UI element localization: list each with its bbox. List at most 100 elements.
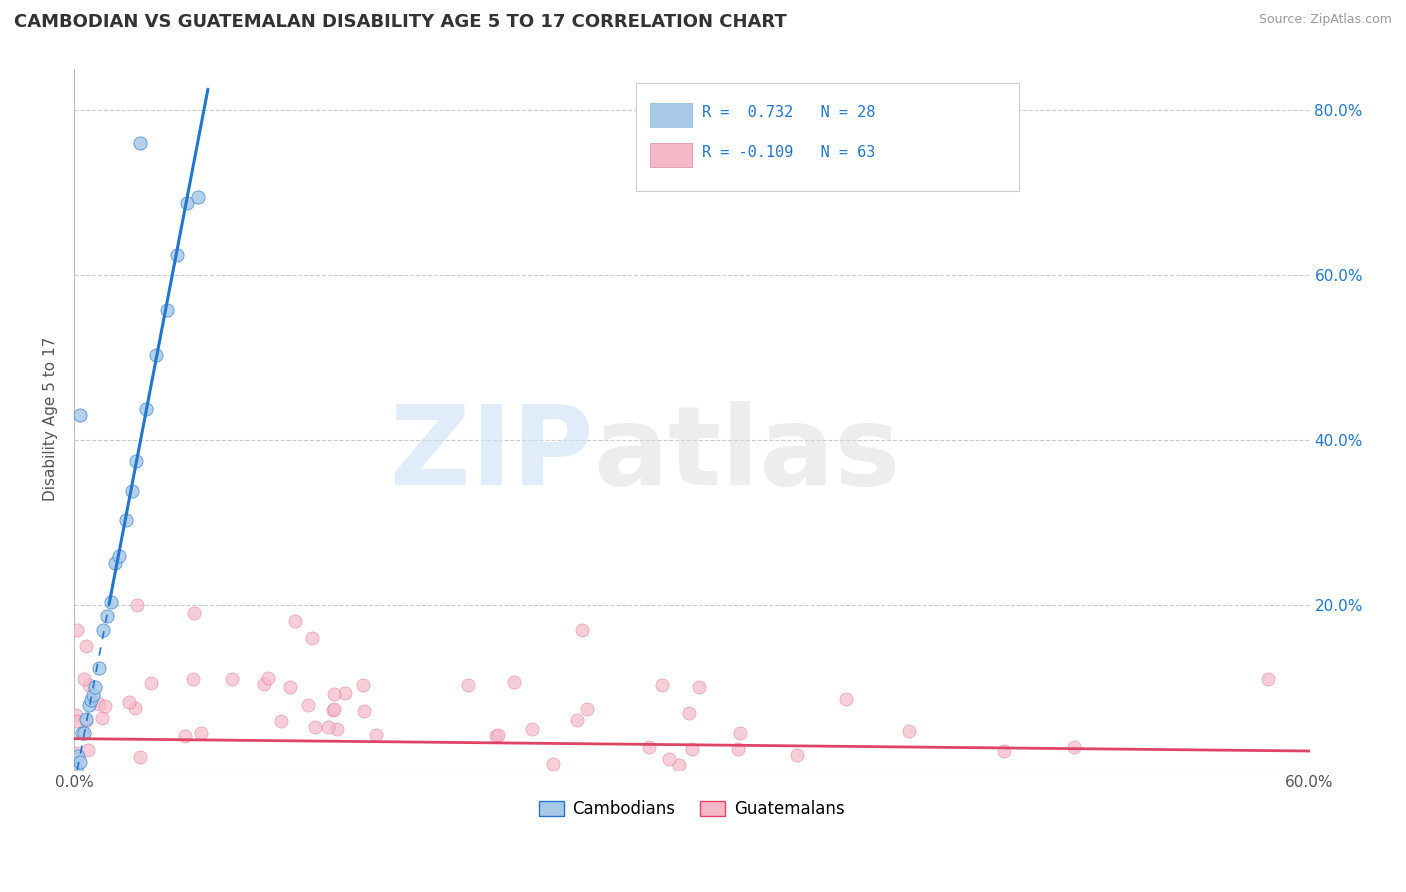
Point (129, 750, 152, 764)
Point (835, 691, 858, 706)
Y-axis label: Disability Age 5 to 17: Disability Age 5 to 17 (44, 337, 58, 501)
Point (75, 639, 97, 653)
FancyBboxPatch shape (650, 143, 692, 167)
Text: R =  0.732   N = 28: R = 0.732 N = 28 (702, 105, 875, 120)
Point (156, 302, 179, 317)
Point (576, 702, 599, 716)
Point (121, 484, 143, 499)
Point (83, 680, 105, 694)
Text: R = -0.109   N = 63: R = -0.109 N = 63 (702, 145, 875, 161)
Point (651, 678, 673, 692)
Point (1257, 672, 1279, 686)
Point (93, 698, 115, 713)
Point (176, 195, 198, 210)
Point (77, 742, 100, 756)
Point (522, 722, 544, 736)
Point (89, 697, 111, 711)
FancyBboxPatch shape (636, 83, 1019, 191)
Point (65, 708, 87, 723)
Point (72, 726, 94, 740)
Point (73, 726, 96, 740)
Point (221, 672, 243, 686)
Point (688, 680, 710, 694)
Point (91, 624, 114, 638)
Point (79, 693, 101, 707)
Point (727, 742, 749, 756)
Point (114, 513, 136, 527)
Point (65, 762, 87, 776)
Point (69, 408, 91, 422)
Point (139, 676, 162, 690)
Point (897, 724, 920, 739)
Point (728, 726, 751, 740)
Point (73, 673, 96, 687)
Point (304, 720, 326, 734)
Point (90, 711, 112, 725)
Point (108, 549, 131, 563)
Point (297, 698, 319, 713)
Point (486, 728, 509, 742)
Point (104, 556, 127, 570)
Point (326, 722, 349, 736)
Point (77, 698, 100, 712)
Point (253, 676, 276, 690)
Point (322, 702, 344, 716)
Text: atlas: atlas (593, 401, 900, 508)
Point (87, 661, 110, 675)
Text: ZIP: ZIP (389, 401, 593, 508)
Point (183, 606, 205, 620)
Point (129, 136, 152, 150)
Point (333, 685, 356, 699)
Point (270, 714, 292, 729)
Point (125, 598, 148, 612)
Point (571, 623, 593, 637)
Point (190, 726, 212, 740)
Point (75, 714, 97, 728)
Point (658, 752, 681, 766)
Point (316, 720, 339, 734)
Legend: Cambodians, Guatemalans: Cambodians, Guatemalans (533, 794, 851, 825)
Point (457, 678, 479, 692)
Point (145, 348, 167, 362)
Point (786, 747, 808, 762)
Point (135, 402, 157, 417)
Point (124, 701, 146, 715)
Point (125, 454, 148, 468)
Point (278, 680, 301, 694)
Text: CAMBODIAN VS GUATEMALAN DISABILITY AGE 5 TO 17 CORRELATION CHART: CAMBODIAN VS GUATEMALAN DISABILITY AGE 5… (14, 13, 787, 31)
Point (256, 671, 278, 685)
Point (1063, 740, 1085, 755)
Point (100, 595, 122, 609)
Point (166, 248, 188, 262)
Point (353, 704, 375, 718)
Point (174, 730, 197, 744)
Point (364, 728, 387, 742)
Point (96, 609, 118, 624)
Point (65, 746, 87, 760)
Point (118, 695, 141, 709)
Point (82, 688, 104, 702)
Point (485, 729, 508, 743)
Point (67, 748, 90, 763)
Point (283, 615, 305, 629)
Point (301, 631, 323, 645)
Point (77, 678, 100, 692)
Point (638, 739, 661, 754)
Point (668, 758, 690, 772)
Point (65, 714, 87, 728)
Point (323, 687, 346, 701)
Point (181, 672, 204, 686)
Point (541, 756, 564, 771)
Text: Source: ZipAtlas.com: Source: ZipAtlas.com (1258, 13, 1392, 27)
Point (681, 742, 703, 756)
Point (69, 755, 91, 769)
Point (75, 712, 97, 726)
Point (565, 713, 588, 727)
Point (66, 623, 89, 637)
Point (322, 702, 344, 716)
FancyBboxPatch shape (650, 103, 692, 127)
Point (187, 189, 209, 203)
Point (503, 674, 526, 689)
Point (993, 744, 1015, 758)
Point (678, 706, 700, 721)
